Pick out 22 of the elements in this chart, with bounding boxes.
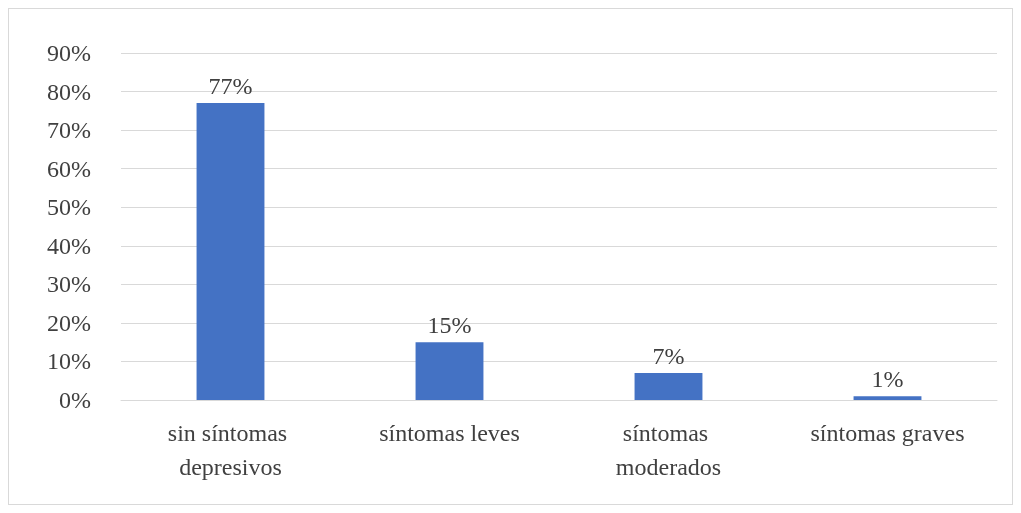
bar [634,373,703,400]
bar [196,103,265,400]
y-tick-label: 80% [47,78,91,105]
y-tick-label: 50% [47,194,91,221]
bar [415,342,484,400]
y-tick-label: 30% [47,271,91,298]
x-tick-label: síntomas graves [810,420,965,446]
y-tick-label: 40% [47,232,91,259]
y-tick-label: 20% [47,309,91,336]
x-tick-label: sin síntomas depresivos [167,420,294,480]
y-tick-label: 60% [47,155,91,182]
bar [853,396,922,400]
y-tick-label: 70% [47,117,91,144]
y-tick-label: 90% [47,40,91,66]
data-label: 7% [652,343,685,370]
x-tick-label: síntomas moderados [615,420,722,480]
data-label: 15% [427,312,472,339]
x-tick-label: síntomas leves [379,420,520,446]
data-label: 77% [208,73,253,100]
data-label: 1% [871,366,904,393]
y-tick-label: 10% [47,348,91,375]
y-tick-label: 0% [59,387,91,413]
